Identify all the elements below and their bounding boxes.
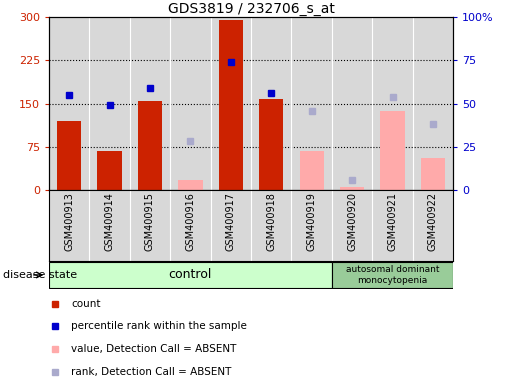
Text: rank, Detection Call = ABSENT: rank, Detection Call = ABSENT: [71, 367, 232, 377]
Bar: [259, 99, 283, 190]
Text: GSM400920: GSM400920: [347, 192, 357, 251]
Text: GSM400916: GSM400916: [185, 192, 195, 251]
Bar: [300, 151, 324, 190]
Text: GSM400919: GSM400919: [307, 192, 317, 251]
Bar: [421, 159, 445, 190]
Text: GSM400914: GSM400914: [105, 192, 114, 251]
Bar: [332, 262, 453, 288]
Bar: [381, 111, 405, 190]
Text: disease state: disease state: [3, 270, 77, 280]
Bar: [219, 20, 243, 190]
Text: GSM400922: GSM400922: [428, 192, 438, 252]
Text: GSM400921: GSM400921: [388, 192, 398, 251]
Text: percentile rank within the sample: percentile rank within the sample: [71, 321, 247, 331]
Text: GSM400913: GSM400913: [64, 192, 74, 251]
Text: GSM400915: GSM400915: [145, 192, 155, 251]
Bar: [49, 262, 332, 288]
Bar: [340, 187, 364, 190]
Text: value, Detection Call = ABSENT: value, Detection Call = ABSENT: [71, 344, 236, 354]
Title: GDS3819 / 232706_s_at: GDS3819 / 232706_s_at: [167, 2, 335, 16]
Text: control: control: [169, 268, 212, 281]
Text: GSM400917: GSM400917: [226, 192, 236, 251]
Bar: [178, 180, 202, 190]
Text: count: count: [71, 299, 100, 309]
Bar: [138, 101, 162, 190]
Text: GSM400918: GSM400918: [266, 192, 276, 251]
Bar: [57, 121, 81, 190]
Text: autosomal dominant
monocytopenia: autosomal dominant monocytopenia: [346, 265, 439, 285]
Bar: [97, 151, 122, 190]
